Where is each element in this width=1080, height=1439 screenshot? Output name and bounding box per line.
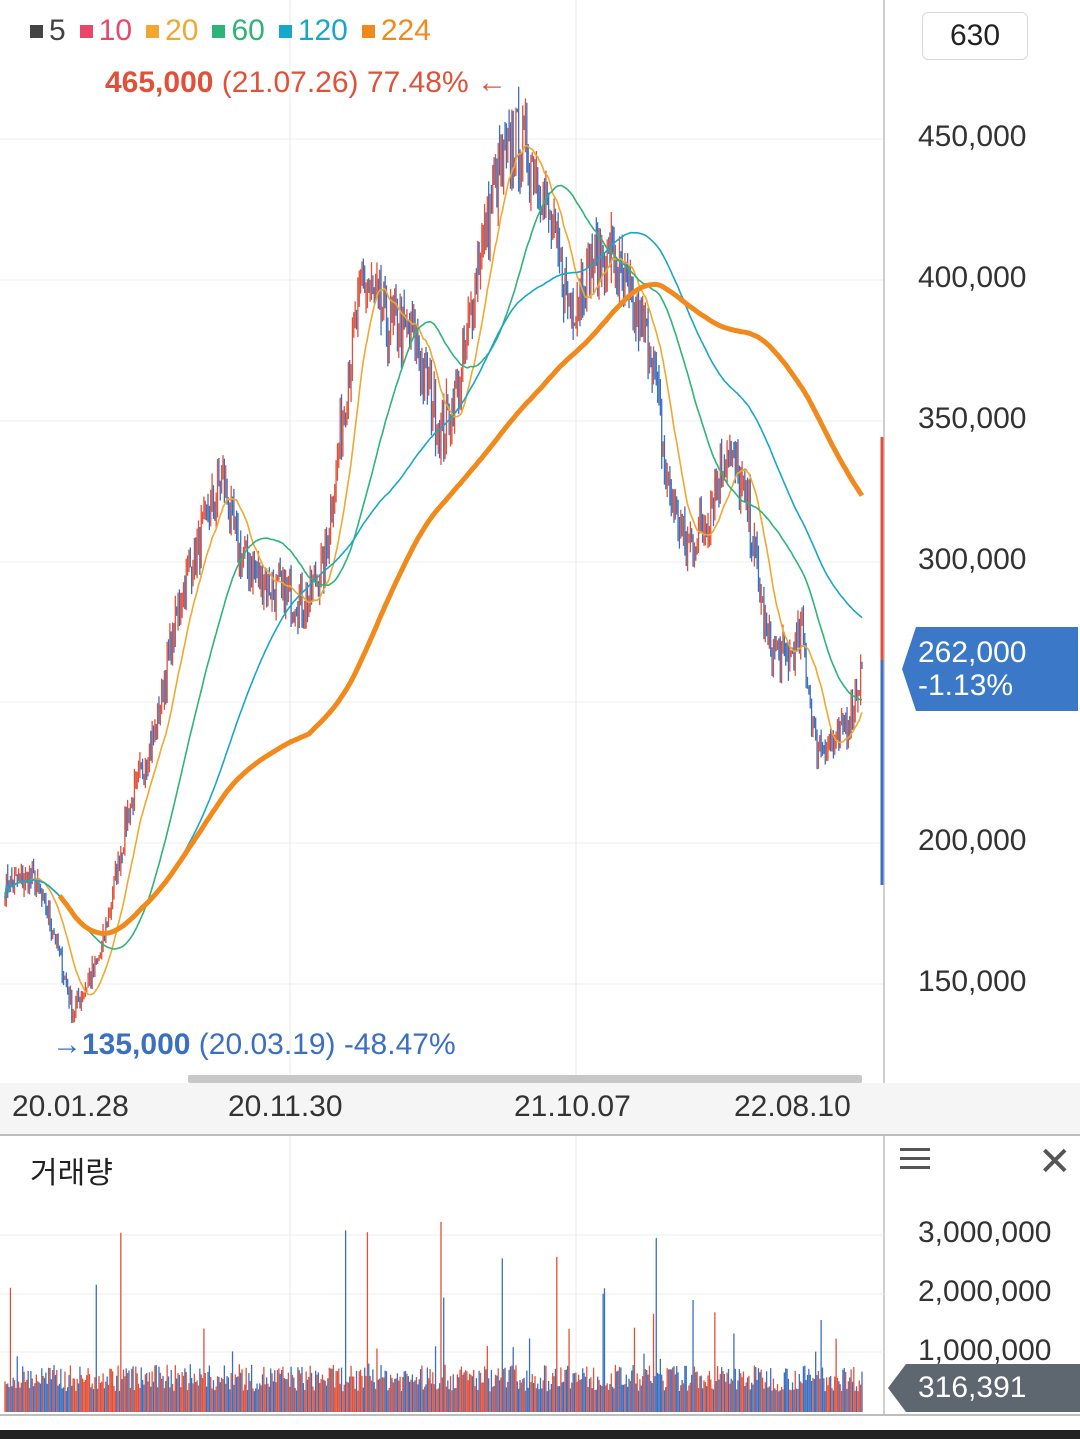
bottom-bar (0, 1430, 1080, 1439)
volume-title: 거래량 (30, 1157, 113, 1190)
legend-item-120[interactable]: 120 (278, 14, 348, 48)
legend-swatch (278, 24, 292, 38)
legend-item-60[interactable]: 60 (212, 14, 265, 48)
current-price-tag: 262,000 -1.13% (902, 627, 1078, 711)
candle-count-value: 630 (949, 19, 1001, 52)
date-tick-label: 22.08.10 (734, 1090, 851, 1123)
legend-swatch (146, 24, 160, 38)
current-price: 262,000 (918, 636, 1027, 669)
legend-item-20[interactable]: 20 (146, 14, 198, 48)
date-axis-band (0, 1083, 1080, 1135)
legend-label: 60 (231, 14, 265, 47)
legend-item-5[interactable]: 5 (30, 14, 66, 48)
ma-line-20 (4, 144, 863, 996)
high-annotation: 465,000 (21.07.26) 77.48% ← (105, 66, 507, 100)
high-detail: (21.07.26) 77.48% (213, 66, 477, 99)
price-tick-label: 300,000 (918, 543, 1027, 576)
ma-legend: 5 10 20 60 120 224 (30, 14, 431, 48)
price-tick-label: 200,000 (918, 824, 1027, 857)
legend-label: 224 (380, 14, 431, 47)
right-arrow-icon: → (52, 1028, 82, 1061)
volume-tick-label: 3,000,000 (918, 1216, 1052, 1249)
legend-swatch (79, 24, 93, 38)
high-value: 465,000 (105, 66, 214, 99)
legend-swatch (212, 24, 226, 38)
date-tick-label: 20.11.30 (228, 1090, 343, 1123)
legend-label: 120 (297, 14, 348, 47)
current-volume-tag: 316,391 (888, 1364, 1080, 1412)
candle-count-badge[interactable]: 630 (922, 12, 1028, 60)
date-tick-label: 21.10.07 (514, 1090, 631, 1123)
scrollbar-thumb (188, 1075, 862, 1083)
date-tick-label: 20.01.28 (12, 1090, 129, 1123)
legend-label: 5 (49, 14, 66, 47)
menu-icon[interactable] (900, 1148, 930, 1174)
candles (4, 86, 863, 1024)
legend-item-224[interactable]: 224 (361, 14, 431, 48)
ma-line-224 (57, 281, 865, 936)
low-value: 135,000 (82, 1028, 191, 1061)
legend-label: 20 (165, 14, 199, 47)
low-annotation: →135,000 (20.03.19) -48.47% (52, 1028, 456, 1062)
price-tick-label: 400,000 (918, 261, 1027, 294)
legend-item-10[interactable]: 10 (79, 14, 133, 48)
legend-swatch (30, 24, 43, 38)
price-tick-label: 150,000 (918, 965, 1027, 998)
current-volume: 316,391 (918, 1371, 1027, 1404)
price-tick-label: 350,000 (918, 402, 1027, 435)
left-arrow-icon: ← (476, 66, 507, 99)
volume-tick-label: 1,000,000 (918, 1334, 1052, 1367)
close-icon[interactable]: ✕ (1038, 1140, 1072, 1184)
volume-bars (4, 1221, 863, 1412)
legend-label: 10 (98, 14, 133, 47)
low-detail: (20.03.19) -48.47% (190, 1028, 456, 1061)
current-change: -1.13% (918, 669, 1014, 702)
price-tick-label: 450,000 (918, 120, 1027, 153)
legend-swatch (361, 24, 375, 38)
volume-tick-label: 2,000,000 (918, 1275, 1052, 1308)
